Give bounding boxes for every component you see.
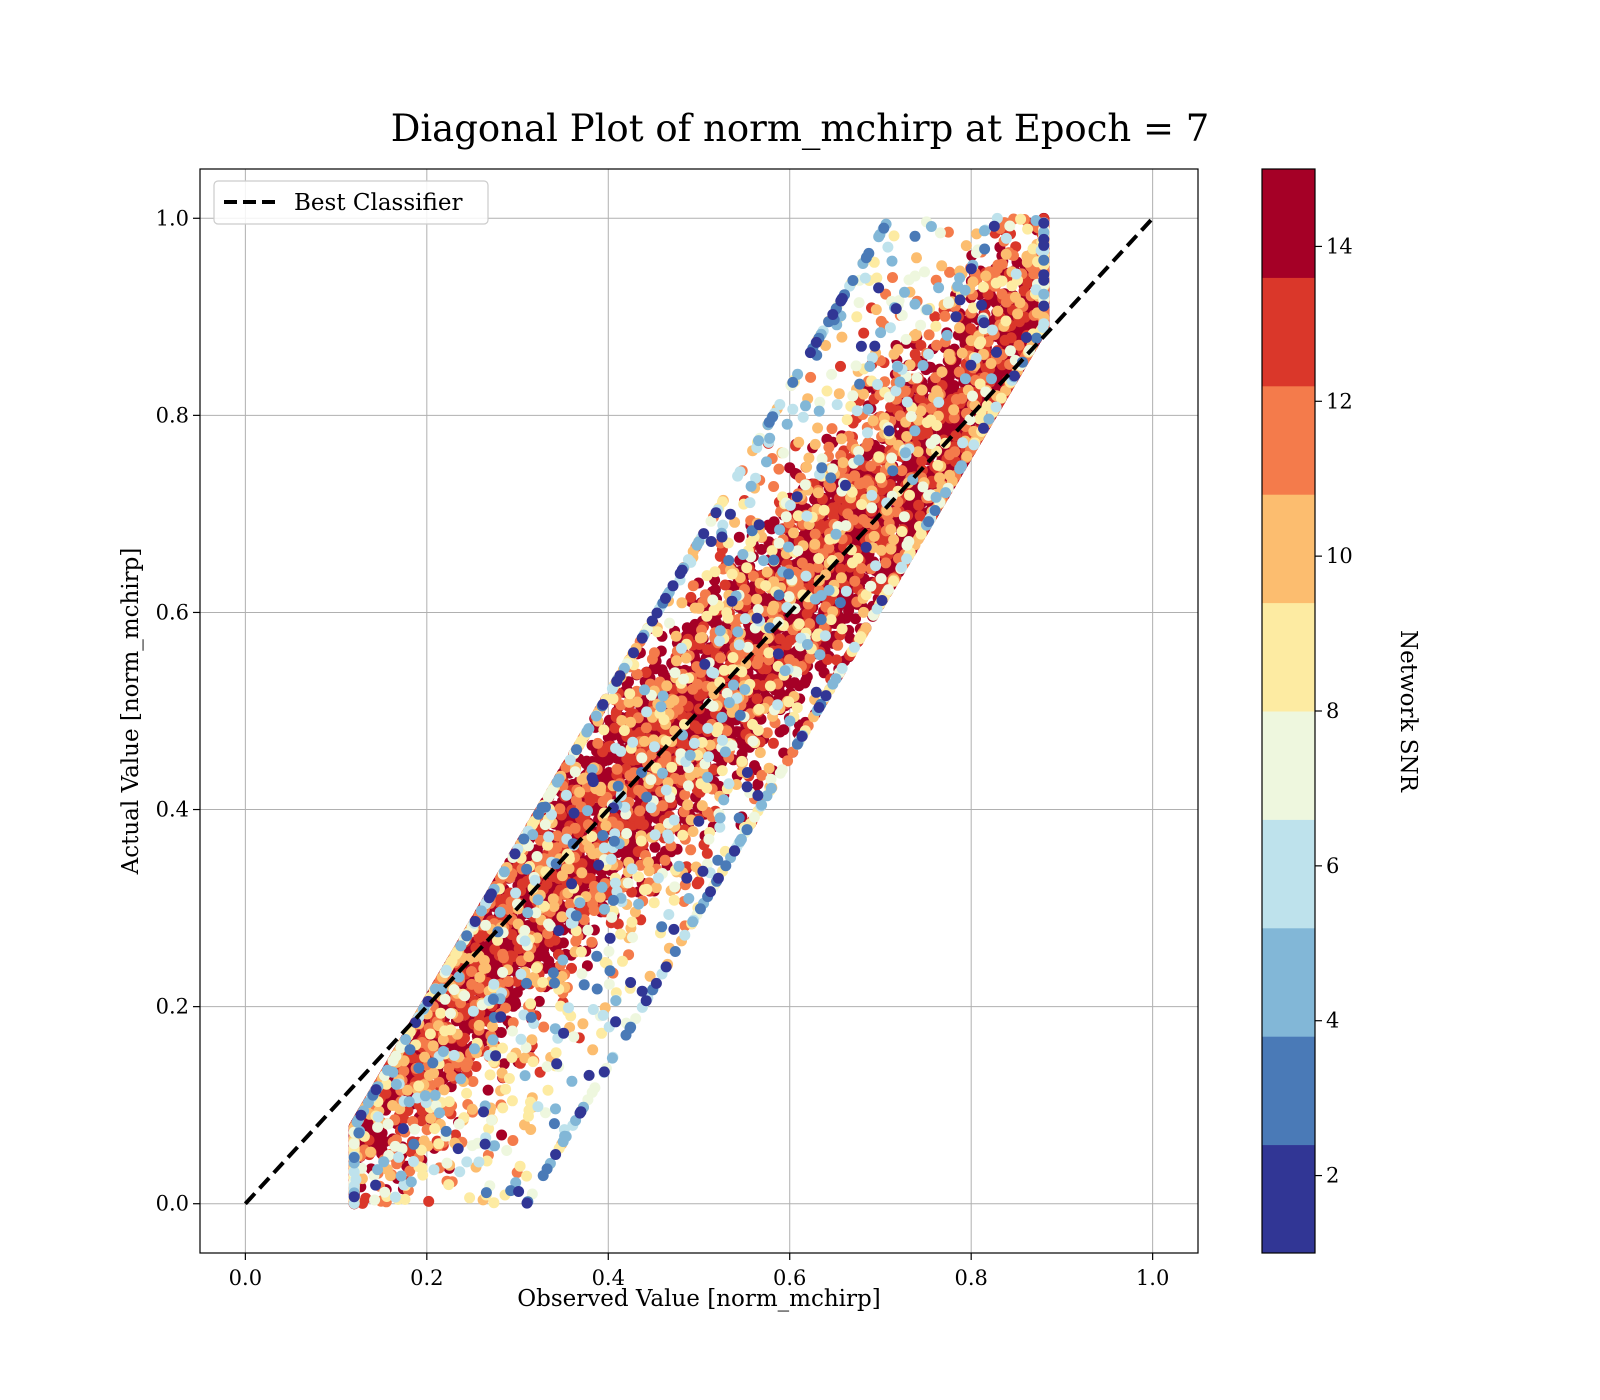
scatter-point bbox=[778, 724, 790, 736]
scatter-points bbox=[348, 212, 1050, 1210]
scatter-point bbox=[850, 613, 861, 625]
scatter-point bbox=[789, 677, 801, 689]
scatter-point bbox=[482, 1084, 494, 1096]
scatter-point bbox=[649, 841, 661, 853]
chart-title: Diagonal Plot of norm_mchirp at Epoch = … bbox=[391, 107, 1210, 151]
scatter-point bbox=[766, 523, 778, 535]
scatter-point bbox=[543, 955, 555, 967]
scatter-point bbox=[733, 531, 745, 543]
scatter-point bbox=[509, 996, 521, 1008]
plot-area: 0.0 0.2 0.4 0.6 0.8 1.0 0.00.20.40.60.81.0 bbox=[156, 168, 1199, 1290]
scatter-point bbox=[814, 660, 826, 672]
scatter-point bbox=[495, 1027, 507, 1038]
